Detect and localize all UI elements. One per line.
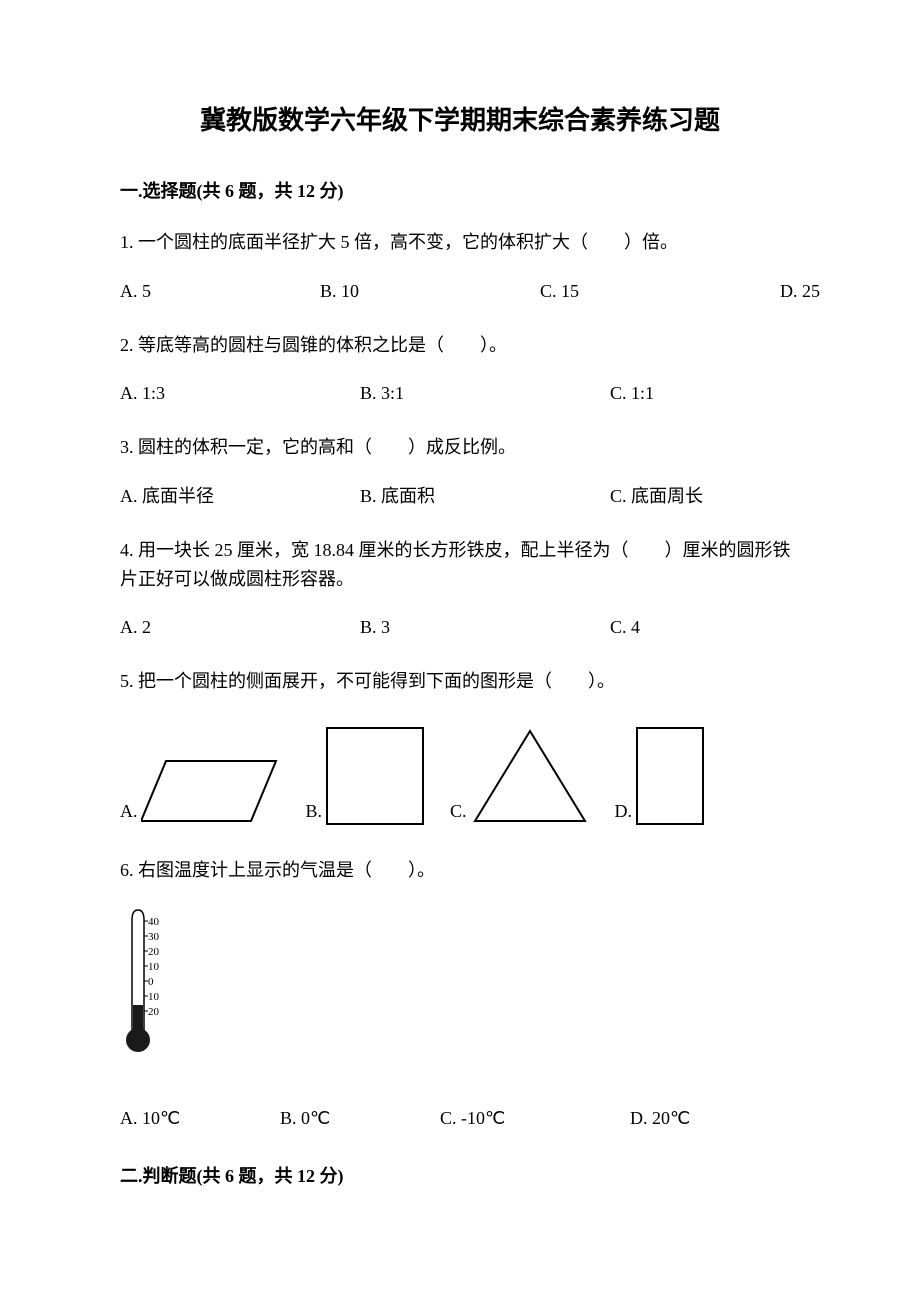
q5-text: 5. 把一个圆柱的侧面展开，不可能得到下面的图形是（ ）。 (120, 667, 800, 696)
q5-option-d-label: D. (615, 797, 633, 826)
q4-text: 4. 用一块长 25 厘米，宽 18.84 厘米的长方形铁皮，配上半径为（ ）厘… (120, 536, 800, 594)
q2-options: A. 1:3 B. 3:1 C. 1:1 (120, 379, 800, 408)
scale-10: 10 (148, 961, 160, 973)
q4-option-c: C. 4 (610, 613, 640, 642)
q5-option-a-label: A. (120, 797, 138, 826)
rectangle-icon (635, 726, 705, 826)
q3-option-b: B. 底面积 (360, 482, 610, 511)
q5-option-c: C. (450, 726, 590, 826)
scale-0: 0 (148, 976, 154, 988)
q6-text: 6. 右图温度计上显示的气温是（ ）。 (120, 856, 800, 885)
q6-option-c: C. -10℃ (440, 1104, 630, 1133)
q2-option-a: A. 1:3 (120, 379, 360, 408)
q1-text: 1. 一个圆柱的底面半径扩大 5 倍，高不变，它的体积扩大（ ）倍。 (120, 228, 800, 257)
q6-options: A. 10℃ B. 0℃ C. -10℃ D. 20℃ (120, 1104, 800, 1133)
q5-option-a: A. (120, 756, 281, 826)
q1-options: A. 5 B. 10 C. 15 D. 25 (120, 277, 800, 306)
q5-option-b: B. (306, 726, 426, 826)
q1-option-a: A. 5 (120, 277, 320, 306)
q1-option-d: D. 25 (780, 277, 820, 306)
q2-option-b: B. 3:1 (360, 379, 610, 408)
q5-option-c-label: C. (450, 797, 467, 826)
triangle-icon (470, 726, 590, 826)
q6-option-a: A. 10℃ (120, 1104, 280, 1133)
question-4: 4. 用一块长 25 厘米，宽 18.84 厘米的长方形铁皮，配上半径为（ ）厘… (120, 536, 800, 642)
thermometer-icon: 40 30 20 10 0 10 20 (120, 905, 190, 1055)
page-title: 冀教版数学六年级下学期期末综合素养练习题 (120, 100, 800, 137)
scale-neg20: 20 (148, 1006, 160, 1018)
q2-option-c: C. 1:1 (610, 379, 654, 408)
q4-options: A. 2 B. 3 C. 4 (120, 613, 800, 642)
section1-header: 一.选择题(共 6 题，共 12 分) (120, 177, 800, 203)
question-3: 3. 圆柱的体积一定，它的高和（ ）成反比例。 A. 底面半径 B. 底面积 C… (120, 433, 800, 511)
scale-neg10: 10 (148, 991, 160, 1003)
q1-option-b: B. 10 (320, 277, 540, 306)
question-6: 6. 右图温度计上显示的气温是（ ）。 40 30 20 10 0 10 20 (120, 856, 800, 1132)
square-icon (325, 726, 425, 826)
question-2: 2. 等底等高的圆柱与圆锥的体积之比是（ ）。 A. 1:3 B. 3:1 C.… (120, 331, 800, 409)
q6-option-b: B. 0℃ (280, 1104, 440, 1133)
scale-20: 20 (148, 946, 160, 958)
q3-text: 3. 圆柱的体积一定，它的高和（ ）成反比例。 (120, 433, 800, 462)
q3-options: A. 底面半径 B. 底面积 C. 底面周长 (120, 482, 800, 511)
q5-options: A. B. C. D. (120, 726, 800, 826)
section2-header: 二.判断题(共 6 题，共 12 分) (120, 1162, 800, 1188)
q2-text: 2. 等底等高的圆柱与圆锥的体积之比是（ ）。 (120, 331, 800, 360)
question-5: 5. 把一个圆柱的侧面展开，不可能得到下面的图形是（ ）。 A. B. C. D… (120, 667, 800, 826)
scale-40: 40 (148, 916, 160, 928)
question-1: 1. 一个圆柱的底面半径扩大 5 倍，高不变，它的体积扩大（ ）倍。 A. 5 … (120, 228, 800, 306)
q5-option-b-label: B. (306, 797, 323, 826)
q5-option-d: D. (615, 726, 706, 826)
scale-30: 30 (148, 931, 160, 943)
q4-option-a: A. 2 (120, 613, 360, 642)
q3-option-a: A. 底面半径 (120, 482, 360, 511)
parallelogram-icon (141, 756, 281, 826)
q4-option-b: B. 3 (360, 613, 610, 642)
thermometer-image: 40 30 20 10 0 10 20 (120, 905, 800, 1064)
q1-option-c: C. 15 (540, 277, 780, 306)
q3-option-c: C. 底面周长 (610, 482, 703, 511)
q6-option-d: D. 20℃ (630, 1104, 690, 1133)
